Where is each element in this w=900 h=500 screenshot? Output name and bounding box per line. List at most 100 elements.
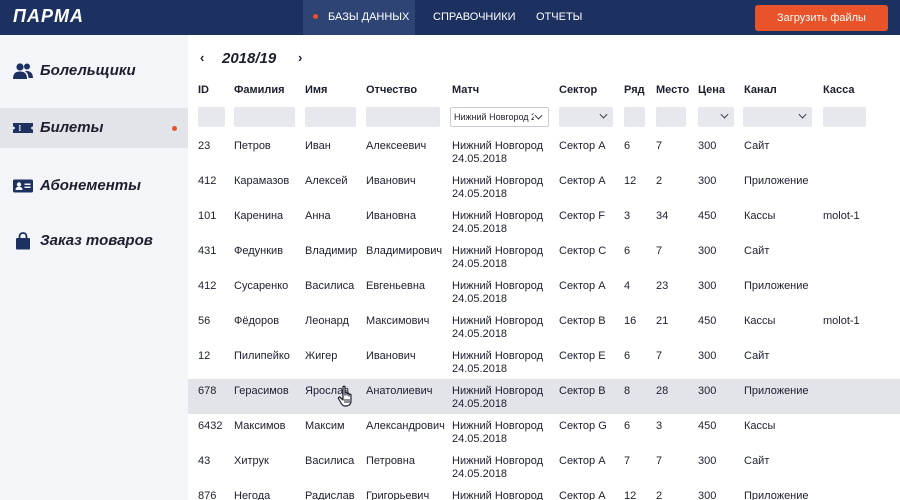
table-row[interactable]: 23 Петров Иван Алексеевич Нижний Новгород 24.…	[188, 134, 900, 169]
cell-row: 8	[624, 385, 631, 397]
chevron-down-icon	[798, 110, 807, 119]
chevron-down-icon	[534, 111, 543, 120]
cell-match-city: Нижний Новгород	[452, 420, 544, 432]
chevron-down-icon	[720, 110, 729, 119]
cell-first-name: Владимир	[305, 245, 358, 257]
table-row[interactable]: 12 Пилипейко Жигер Иванович Нижний Новгород 2…	[188, 344, 900, 379]
cell-first-name: Иван	[305, 140, 331, 152]
cell-match-city: Нижний Новгород	[452, 490, 544, 500]
sidebar-item-orders[interactable]: Заказ товаров	[0, 221, 188, 261]
cell-seat: 7	[656, 140, 663, 152]
column-header-seat[interactable]: Место	[656, 84, 690, 96]
cell-match-city: Нижний Новгород	[452, 245, 544, 257]
tab-databases[interactable]: БАЗЫ ДАННЫХ	[303, 0, 415, 35]
column-header-match[interactable]: Матч	[452, 84, 480, 96]
sidebar-item-fans[interactable]: Болельщики	[0, 51, 188, 91]
filter-last-name-input[interactable]	[234, 107, 295, 127]
tab-reports[interactable]: ОТЧЕТЫ	[536, 0, 582, 35]
id-card-icon	[13, 179, 33, 193]
table-row[interactable]: 876 Негода Радислав Григорьевич Нижний Новго…	[188, 484, 900, 500]
table-row[interactable]: 412 Карамазов Алексей Иванович Нижний Новгор…	[188, 169, 900, 204]
filter-price-select[interactable]	[698, 107, 734, 127]
cell-row: 6	[624, 350, 631, 362]
cell-id: 678	[198, 385, 217, 397]
filter-id-input[interactable]	[198, 107, 225, 127]
cell-first-name: Анна	[305, 210, 331, 222]
column-header-channel[interactable]: Канал	[744, 84, 777, 96]
cell-price: 300	[698, 455, 717, 467]
cell-last-name: Карамазов	[234, 175, 290, 187]
cell-first-name: Василиса	[305, 280, 355, 292]
cell-match-city: Нижний Новгород	[452, 140, 544, 152]
cell-id: 12	[198, 350, 211, 362]
table-row[interactable]: 678 Герасимов Ярослав Анатолиевич Нижний Нов…	[188, 379, 900, 414]
cell-row: 4	[624, 280, 631, 292]
cell-match-city: Нижний Новгород	[452, 210, 544, 222]
filter-match-select[interactable]: Нижний Новгород 24.05.2018	[450, 107, 549, 127]
filter-seat-input[interactable]	[656, 107, 686, 127]
cell-first-name: Жигер	[305, 350, 338, 362]
column-header-row[interactable]: Ряд	[624, 84, 645, 96]
column-header-last-name[interactable]: Фамилия	[234, 84, 285, 96]
cell-last-name: Максимов	[234, 420, 286, 432]
cell-id: 6432	[198, 420, 223, 432]
cell-row: 6	[624, 245, 631, 257]
column-header-first-name[interactable]: Имя	[305, 84, 328, 96]
cell-channel: Сайт	[744, 140, 770, 152]
table-row[interactable]: 56 Фёдоров Леонард Максимович Нижний Новгоро…	[188, 309, 900, 344]
cell-sector: Сектор A	[559, 280, 606, 292]
cell-id: 43	[198, 455, 211, 467]
filter-first-name-input[interactable]	[305, 107, 356, 127]
column-header-price[interactable]: Цена	[698, 84, 726, 96]
cell-row: 3	[624, 210, 631, 222]
cell-patronymic: Григорьевич	[366, 490, 430, 500]
filter-sector-select[interactable]	[559, 107, 613, 127]
sidebar-item-subscriptions[interactable]: Абонементы	[0, 166, 188, 206]
cell-last-name: Пилипейко	[234, 350, 290, 362]
table-row[interactable]: 101 Каренина Анна Ивановна Нижний Новгород 24…	[188, 204, 900, 239]
cell-patronymic: Петровна	[366, 455, 415, 467]
cell-first-name: Ярослав	[305, 385, 350, 397]
column-header-id[interactable]: ID	[198, 84, 209, 96]
tab-reports-label: ОТЧЕТЫ	[536, 11, 583, 23]
cell-id: 101	[198, 210, 217, 222]
cell-price: 300	[698, 350, 717, 362]
prev-season-button[interactable]: ‹	[200, 50, 205, 65]
shopping-bag-icon	[16, 232, 30, 250]
filter-till-input[interactable]	[823, 107, 866, 127]
next-season-button[interactable]: ›	[298, 50, 303, 65]
table-row[interactable]: 412 Сусаренко Василиса Евгеньевна Нижний Нов…	[188, 274, 900, 309]
cell-match-city: Нижний Новгород	[452, 455, 544, 467]
cell-row: 16	[624, 315, 637, 327]
table-row[interactable]: 43 Хитрук Василиса Петровна Нижний Новгород 2…	[188, 449, 900, 484]
filter-channel-select[interactable]	[743, 107, 812, 127]
table-row[interactable]: 6432 Максимов Максим Александрович Нижний Но…	[188, 414, 900, 449]
column-header-sector[interactable]: Сектор	[559, 84, 598, 96]
cell-match-date: 24.05.2018	[452, 327, 508, 340]
app-logo[interactable]: ПАРМА	[13, 6, 84, 26]
cell-last-name: Негода	[234, 490, 271, 500]
cell-till: molot-1	[823, 210, 860, 222]
tab-directories[interactable]: СПРАВОЧНИКИ	[433, 0, 516, 35]
cell-seat: 28	[656, 385, 669, 397]
cell-match-city: Нижний Новгород	[452, 350, 544, 362]
upload-files-button[interactable]: Загрузить файлы	[755, 5, 888, 31]
column-header-patronymic[interactable]: Отчество	[366, 84, 418, 96]
sidebar-item-tickets[interactable]: Билеты	[0, 108, 188, 148]
cell-channel: Приложение	[744, 385, 809, 397]
cell-match-date: 24.05.2018	[452, 467, 508, 480]
cell-channel: Кассы	[744, 210, 776, 222]
cell-id: 412	[198, 280, 217, 292]
cell-channel: Сайт	[744, 455, 770, 467]
cell-channel: Приложение	[744, 490, 809, 500]
cell-last-name: Сусаренко	[234, 280, 289, 292]
cell-last-name: Фёдоров	[234, 315, 280, 327]
table-row[interactable]: 431 Федункив Владимир Владимирович Нижний Но…	[188, 239, 900, 274]
column-header-till[interactable]: Касса	[823, 84, 855, 96]
filter-row-input[interactable]	[624, 107, 645, 127]
filter-patronymic-input[interactable]	[366, 107, 440, 127]
